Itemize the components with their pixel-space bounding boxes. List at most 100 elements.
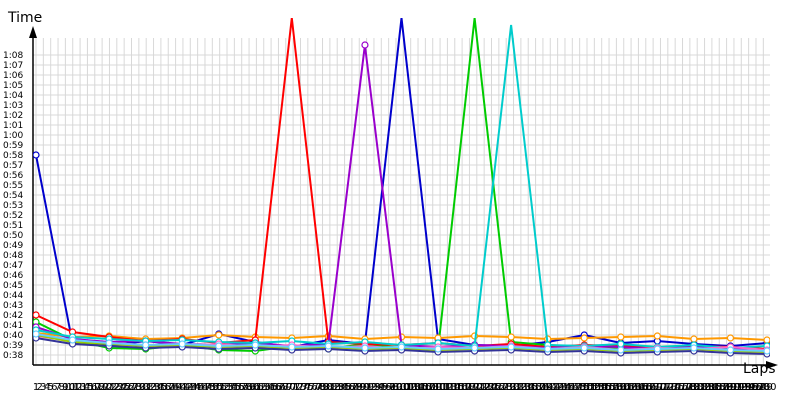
data-point — [288, 343, 296, 351]
x-tick-label: 22 — [107, 382, 120, 393]
series-line — [35, 24, 768, 350]
x-tick-label: 185 — [702, 382, 721, 393]
x-tick-label: 63 — [257, 382, 270, 393]
x-tick-label: 183 — [695, 382, 714, 393]
x-tick-label: 168 — [640, 382, 659, 393]
data-point — [544, 345, 552, 353]
x-tick-label: 188 — [713, 382, 732, 393]
x-tick-label: 158 — [603, 382, 622, 393]
x-tick-label: 88 — [349, 382, 362, 393]
x-tick-label: 131 — [504, 382, 523, 393]
x-tick-label: 152 — [581, 382, 600, 393]
x-tick-label: 95 — [375, 382, 388, 393]
series-5 — [33, 41, 770, 354]
y-tick-label: 0:38 — [3, 351, 23, 361]
x-tick-label: 67 — [272, 382, 285, 393]
y-tick-label: 0:55 — [3, 181, 23, 191]
x-tick-label: 106 — [412, 382, 431, 393]
x-tick-label: 160 — [611, 382, 630, 393]
data-point — [324, 342, 332, 350]
x-tick-label: 114 — [442, 382, 461, 393]
x-tick-label: 21 — [103, 382, 116, 393]
x-tick-label: 90 — [357, 382, 370, 393]
y-tick-label: 1:05 — [3, 81, 23, 91]
x-tick-label: 12 — [70, 382, 83, 393]
series-line — [35, 18, 768, 350]
x-tick-label: 199 — [754, 382, 773, 393]
x-tick-label: 82 — [327, 382, 340, 393]
data-point — [726, 334, 735, 342]
x-tick-label: 42 — [180, 382, 193, 393]
x-tick-label: 151 — [577, 382, 596, 393]
data-point — [617, 333, 625, 341]
x-tick-label: 112 — [434, 382, 453, 393]
x-tick-label: 148 — [566, 382, 585, 393]
x-tick-label: 133 — [511, 382, 530, 393]
x-tick-label: 164 — [625, 382, 644, 393]
x-tick-label: 4 — [44, 382, 50, 393]
x-tick-label: 116 — [449, 382, 468, 393]
y-tick-label: 0:50 — [3, 231, 23, 241]
x-tick-label: 94 — [371, 382, 384, 393]
x-tick-label: 11 — [66, 382, 79, 393]
x-tick-label: 70 — [283, 382, 296, 393]
series-1 — [33, 18, 770, 351]
y-tick-label: 0:47 — [3, 261, 23, 271]
x-tick-label: 56 — [232, 382, 245, 393]
y-axis-arrow — [29, 26, 37, 38]
x-tick-label: 176 — [669, 382, 688, 393]
x-tick-label: 191 — [724, 382, 743, 393]
x-tick-label: 74 — [298, 382, 311, 393]
x-tick-label: 181 — [688, 382, 707, 393]
x-tick-label: 154 — [588, 382, 607, 393]
x-tick-label: 1 — [33, 382, 39, 393]
x-tick-label: 61 — [250, 382, 263, 393]
x-tick-label: 92 — [364, 382, 377, 393]
x-tick-label: 98 — [386, 382, 399, 393]
y-axis-label: Time — [7, 10, 42, 26]
grid-lines — [33, 38, 770, 365]
y-tick-label: 0:42 — [3, 311, 23, 321]
x-tick-label: 156 — [596, 382, 615, 393]
x-tick-label: 55 — [228, 382, 241, 393]
data-point — [361, 344, 369, 352]
x-tick-labels: 1234567891011121314151617181920212223242… — [33, 382, 777, 393]
y-tick-label: 0:41 — [3, 321, 23, 331]
x-tick-label: 58 — [239, 382, 252, 393]
y-tick-label: 0:39 — [3, 341, 23, 351]
x-tick-label: 122 — [471, 382, 490, 393]
x-tick-label: 10 — [63, 382, 76, 393]
data-point — [617, 346, 625, 354]
y-tick-label: 0:48 — [3, 251, 23, 261]
x-tick-label: 192 — [728, 382, 747, 393]
data-point — [105, 339, 113, 347]
x-tick-label: 167 — [636, 382, 655, 393]
x-tick-label: 107 — [416, 382, 435, 393]
x-tick-label: 64 — [261, 382, 274, 393]
y-tick-label: 1:06 — [3, 71, 23, 81]
x-tick-label: 19 — [96, 382, 109, 393]
x-tick-label: 126 — [486, 382, 505, 393]
x-tick-label: 108 — [420, 382, 439, 393]
x-tick-label: 190 — [721, 382, 740, 393]
x-tick-label: 26 — [121, 382, 134, 393]
x-tick-label: 146 — [559, 382, 578, 393]
data-point — [68, 336, 77, 344]
x-tick-label: 93 — [368, 382, 381, 393]
y-tick-label: 1:00 — [3, 131, 23, 141]
series-10 — [33, 330, 770, 355]
data-point — [507, 333, 515, 341]
x-tick-label: 43 — [184, 382, 197, 393]
data-point — [215, 342, 223, 350]
x-tick-label: 62 — [254, 382, 267, 393]
x-tick-label: 49 — [206, 382, 219, 393]
x-tick-label: 83 — [331, 382, 344, 393]
x-tick-label: 113 — [438, 382, 457, 393]
x-tick-label: 89 — [353, 382, 366, 393]
x-tick-label: 50 — [210, 382, 223, 393]
axes — [29, 26, 778, 369]
x-tick-label: 111 — [431, 382, 450, 393]
x-tick-label: 99 — [390, 382, 403, 393]
x-tick-label: 170 — [647, 382, 666, 393]
x-tick-label: 13 — [74, 382, 87, 393]
